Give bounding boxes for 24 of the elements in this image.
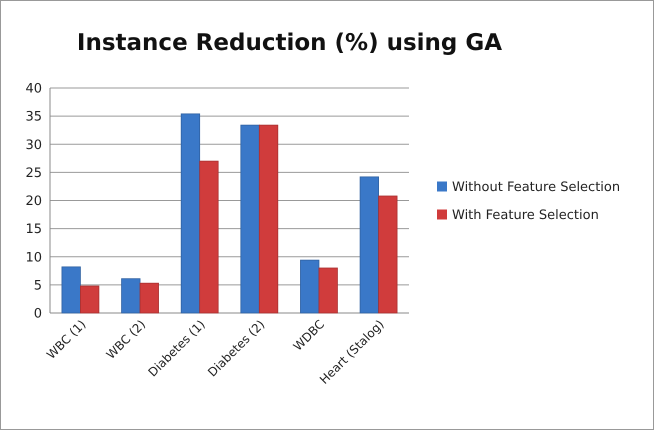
- bar: [300, 260, 320, 314]
- bar: [140, 282, 159, 314]
- y-tick-label: 15: [25, 222, 42, 238]
- legend-label: With Feature Selection: [452, 208, 599, 224]
- y-tick-label: 20: [25, 194, 42, 210]
- bar: [378, 196, 398, 314]
- bar: [318, 268, 338, 314]
- bar: [80, 286, 100, 314]
- y-tick-label: 0: [34, 306, 42, 322]
- legend-label: Without Feature Selection: [452, 180, 620, 196]
- chart-title: Instance Reduction (%) using GA: [76, 30, 502, 56]
- y-tick-label: 30: [25, 138, 42, 153]
- y-tick-label: 25: [25, 166, 42, 181]
- y-tick-label: 35: [25, 110, 42, 125]
- bar: [258, 124, 278, 314]
- y-tick-label: 40: [25, 82, 42, 97]
- bar: [199, 160, 219, 314]
- bar: [62, 266, 81, 314]
- y-tick-label: 5: [34, 278, 42, 294]
- bar: [121, 278, 140, 314]
- bar: [180, 113, 200, 314]
- bar: [360, 176, 379, 314]
- bar: [240, 124, 260, 314]
- y-tick-label: 10: [25, 250, 42, 266]
